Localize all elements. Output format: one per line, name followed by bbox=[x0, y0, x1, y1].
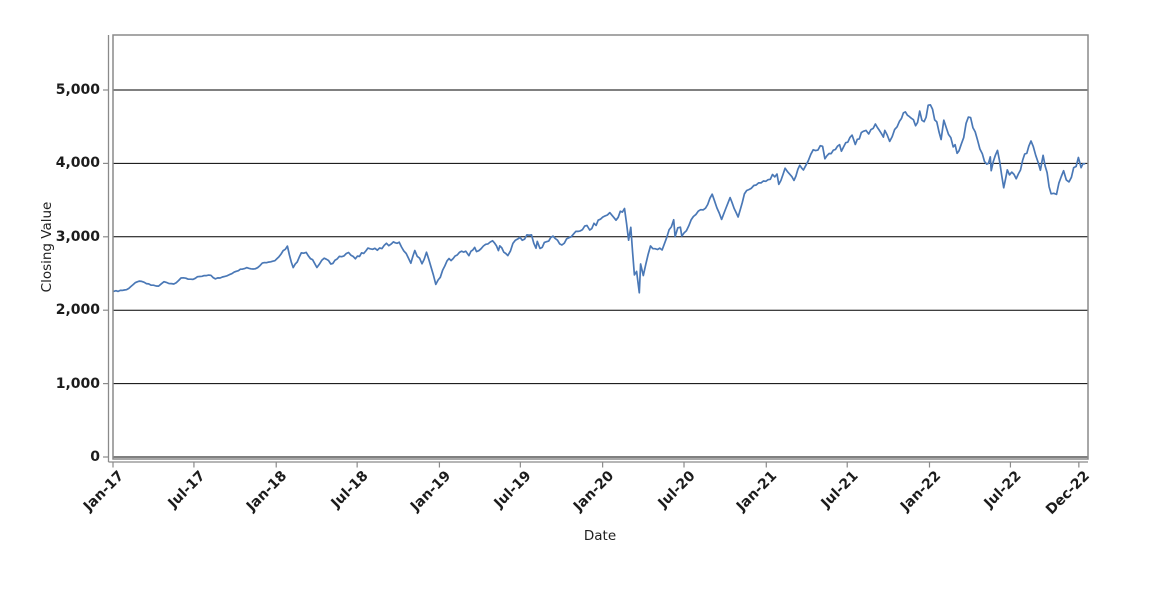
y-tick-label: 3,000 bbox=[55, 228, 100, 245]
y-tick-label: 1,000 bbox=[55, 375, 100, 392]
closing-value-line bbox=[113, 104, 1086, 294]
y-tick-label: 2,000 bbox=[55, 302, 100, 319]
y-axis-title: Closing Value bbox=[39, 201, 55, 293]
y-tick-label: 5,000 bbox=[55, 82, 100, 98]
y-tick-label: 4,000 bbox=[55, 155, 100, 172]
x-axis-title: Date bbox=[583, 528, 617, 544]
plot-border bbox=[112, 34, 1089, 460]
y-tick-label: 0 bbox=[90, 449, 100, 465]
